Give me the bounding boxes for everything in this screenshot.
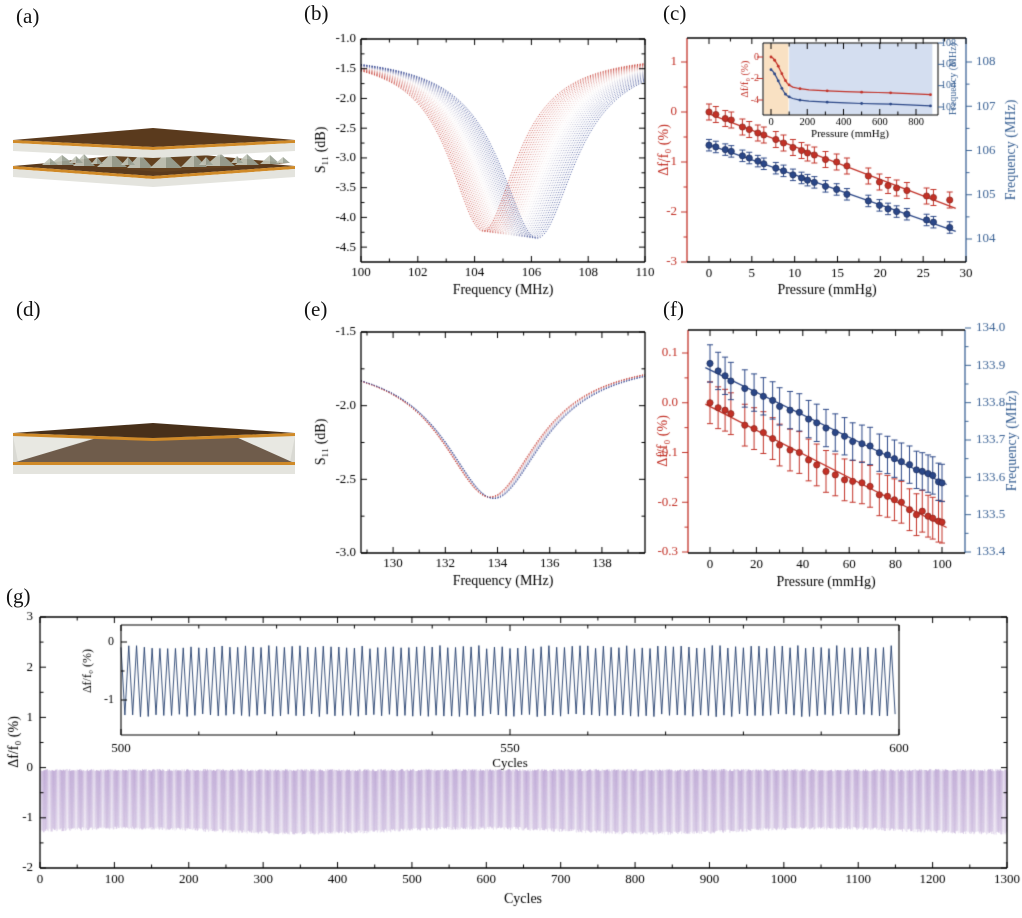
panel-a-schematic [13,128,295,187]
panel-g-label: (g) [6,584,31,608]
bottom-substrate [13,465,295,474]
bottom-orange-edge [13,462,295,465]
top-plate-surface [13,128,295,147]
panel-a-label: (a) [16,4,40,28]
top-plate-orange-edge [13,140,295,150]
top-electrode [13,423,295,438]
panel-d-label: (d) [16,297,41,321]
panel-f-label: (f) [663,297,684,321]
top-electrode-plate [13,128,295,158]
top-orange-edge [13,433,295,441]
bottom-plate-orange-edge [13,166,295,179]
top-plate-substrate [13,143,295,158]
body-highlight-left [13,436,100,462]
inner-cavity [16,437,292,462]
panel-b-label: (b) [304,1,329,25]
pyramid-dielectric-layer [42,151,290,172]
panel-d-schematic [13,423,295,474]
solid-dielectric-sensor [13,423,295,474]
bottom-plate-substrate [13,169,295,187]
micropyramid-array [42,153,290,168]
panel-c-label: (c) [663,1,687,25]
panel-e-label: (e) [304,297,328,321]
